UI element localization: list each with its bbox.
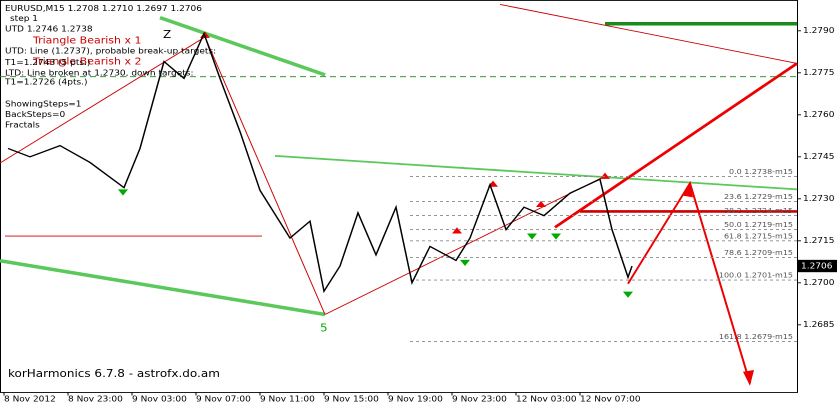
plot-frame <box>0 0 798 393</box>
pattern-label: Z <box>163 29 171 41</box>
fib-label: 50.0 1.2719-m15 <box>724 221 793 229</box>
info-line: Fractals <box>5 120 40 129</box>
y-tick-label: 1.2745 <box>803 152 834 161</box>
y-tick-label: 1.2730 <box>803 194 834 203</box>
overlays <box>0 3 798 386</box>
trend-line <box>0 259 326 317</box>
trend-line <box>159 15 326 77</box>
x-tick-label: 9 Nov 19:00 <box>388 394 443 403</box>
info-line: Triangle Bearish x 2 <box>32 56 142 67</box>
info-line: T1=1.2743 (5 pts.) <box>4 57 90 66</box>
arrow-head <box>743 370 754 386</box>
x-tick-label: 9 Nov 03:00 <box>132 394 187 403</box>
x-tick-label: 8 Nov 2012 <box>4 394 56 403</box>
y-tick-label: 1.2700 <box>803 278 834 287</box>
fib-label: 23.6 1.2729-m15 <box>724 193 793 201</box>
harmonic-line <box>204 36 326 315</box>
info-line: T1=1.2726 (4pts.) <box>4 77 88 86</box>
pattern-label: 5 <box>320 322 328 334</box>
x-tick-label: 9 Nov 15:00 <box>324 394 379 403</box>
arrow-head <box>683 183 693 198</box>
info-line: LTD: Line broken at 1.2730, down targets… <box>5 68 194 77</box>
fib-label: 100.0 1.2701-m15 <box>719 271 793 279</box>
fib-label: 61.8 1.2715-m15 <box>724 232 793 240</box>
info-line: UTD 1.2746 1.2738 <box>5 24 93 33</box>
y-tick-label: 1.2715 <box>803 236 834 245</box>
last-price-box <box>797 259 837 273</box>
x-tick-label: 12 Nov 07:00 <box>580 394 641 403</box>
chart-title: EURUSD,M15 1.2708 1.2710 1.2697 1.2706 <box>5 4 202 13</box>
y-tick-label: 1.2775 <box>803 68 834 77</box>
last-price-label: 1.2706 <box>801 261 832 270</box>
x-tick-label: 9 Nov 11:00 <box>260 394 315 403</box>
trend-line <box>274 155 798 191</box>
x-tick-label: 12 Nov 03:00 <box>516 394 577 403</box>
harmonic-line <box>554 62 798 229</box>
fib-label: 38.2 1.2724-m15 <box>724 207 793 215</box>
x-tick-label: 8 Nov 23:00 <box>68 394 123 403</box>
fib-label: 78.6 1.2709-m15 <box>724 249 793 257</box>
harmonic-line <box>499 3 798 64</box>
y-tick-label: 1.2760 <box>803 110 834 119</box>
info-line: Triangle Bearish x 1 <box>32 35 142 46</box>
info-line: UTD: Line (1.2737), probable break-up ta… <box>5 46 216 55</box>
harmonic-line <box>0 36 206 164</box>
y-tick-label: 1.2790 <box>803 26 834 35</box>
fib-label: 161.8 1.2679-m15 <box>719 333 793 341</box>
info-line: BackSteps=0 <box>5 109 65 118</box>
fib-label: 0.0 1.2738-m15 <box>729 167 793 175</box>
info-line: step 1 <box>10 13 38 22</box>
x-tick-label: 9 Nov 23:00 <box>452 394 507 403</box>
price-line <box>7 31 633 294</box>
footer: korHarmonics 6.7.8 - astrofx.do.am <box>8 368 220 380</box>
info-line: ShowingSteps=1 <box>5 99 82 108</box>
x-tick-label: 9 Nov 07:00 <box>196 394 251 403</box>
y-tick-label: 1.2685 <box>803 320 834 329</box>
